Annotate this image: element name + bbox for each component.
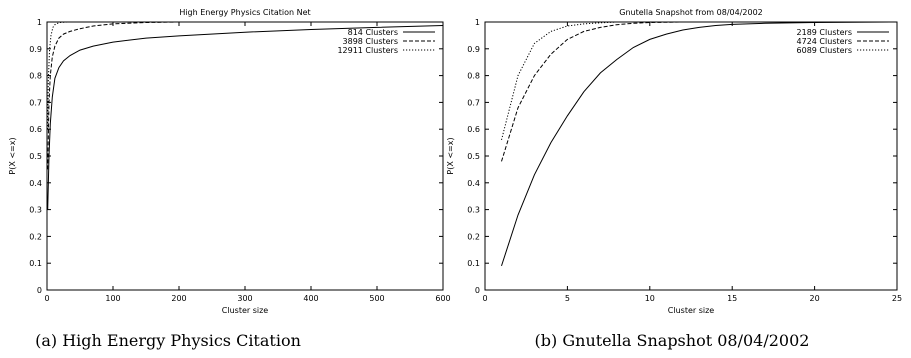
x-tick-label: 500 [369, 294, 384, 303]
y-tick-label: 0.1 [29, 259, 42, 268]
y-tick-label: 0.9 [467, 45, 480, 54]
series-line [501, 21, 650, 141]
legend-label: 4724 Clusters [797, 37, 852, 46]
plot-frame [46, 21, 444, 291]
y-tick-label: 0.5 [29, 152, 42, 161]
y-tick-label: 1 [37, 18, 42, 27]
x-tick-label: 0 [482, 294, 487, 303]
y-tick-label: 0.3 [467, 206, 480, 215]
legend-label: 12911 Clusters [337, 46, 398, 55]
y-tick-label: 0.8 [467, 72, 480, 81]
series-line [47, 21, 180, 170]
plot-frame [484, 21, 898, 291]
x-tick-label: 20 [810, 294, 820, 303]
x-tick-label: 10 [645, 294, 655, 303]
y-tick-label: 0.7 [29, 98, 42, 107]
x-tick-label: 5 [565, 294, 570, 303]
x-axis-label: Cluster size [668, 306, 715, 315]
y-tick-label: 0.6 [29, 125, 42, 134]
x-tick-label: 25 [892, 294, 902, 303]
y-axis-label: P(X <=x) [8, 137, 17, 174]
y-tick-label: 0.9 [29, 45, 42, 54]
series-line [47, 21, 80, 130]
chart-title: High Energy Physics Citation Net [179, 8, 310, 17]
y-tick-label: 0 [37, 286, 42, 295]
legend-label: 814 Clusters [348, 28, 398, 37]
y-tick-label: 0.4 [467, 179, 480, 188]
y-tick-label: 0 [475, 286, 480, 295]
y-tick-label: 0.8 [29, 72, 42, 81]
y-tick-label: 1 [475, 18, 480, 27]
legend-label: 6089 Clusters [797, 46, 852, 55]
legend-label: 2189 Clusters [797, 28, 852, 37]
series-line [501, 21, 898, 267]
subfigure-caption: (a) High Energy Physics Citation [35, 331, 301, 350]
x-tick-label: 15 [727, 294, 737, 303]
y-tick-label: 0.3 [29, 206, 42, 215]
y-tick-label: 0.2 [29, 232, 42, 241]
series-line [47, 25, 444, 210]
chart-gnutella-snapshot: 00.10.20.30.40.50.60.70.80.910 5 10 15 20 25G… [446, 8, 902, 350]
y-axis-label: P(X <=x) [446, 137, 455, 174]
y-tick-label: 0.7 [467, 98, 480, 107]
chart-title: Gnutella Snapshot from 08/04/2002 [619, 8, 763, 17]
y-tick-label: 0.1 [467, 259, 480, 268]
x-tick-label: 600 [435, 294, 450, 303]
x-tick-label: 400 [303, 294, 318, 303]
series-line [501, 21, 733, 162]
y-tick-label: 0.2 [467, 232, 480, 241]
y-tick-label: 0.6 [467, 125, 480, 134]
x-axis-label: Cluster size [222, 306, 269, 315]
x-tick-label: 100 [105, 294, 120, 303]
x-tick-label: 0 [44, 294, 49, 303]
subfigure-caption: (b) Gnutella Snapshot 08/04/2002 [535, 331, 810, 350]
x-tick-label: 300 [237, 294, 252, 303]
legend-label: 3898 Clusters [343, 37, 398, 46]
y-tick-label: 0.5 [467, 152, 480, 161]
y-tick-label: 0.4 [29, 179, 42, 188]
x-tick-label: 200 [171, 294, 186, 303]
chart-high-energy-physics: 0 0.1 0.2 0.3 0.4 0.5 0.6 0.7 0.8 0.9 1 0 100 200 300 4… [8, 8, 451, 350]
